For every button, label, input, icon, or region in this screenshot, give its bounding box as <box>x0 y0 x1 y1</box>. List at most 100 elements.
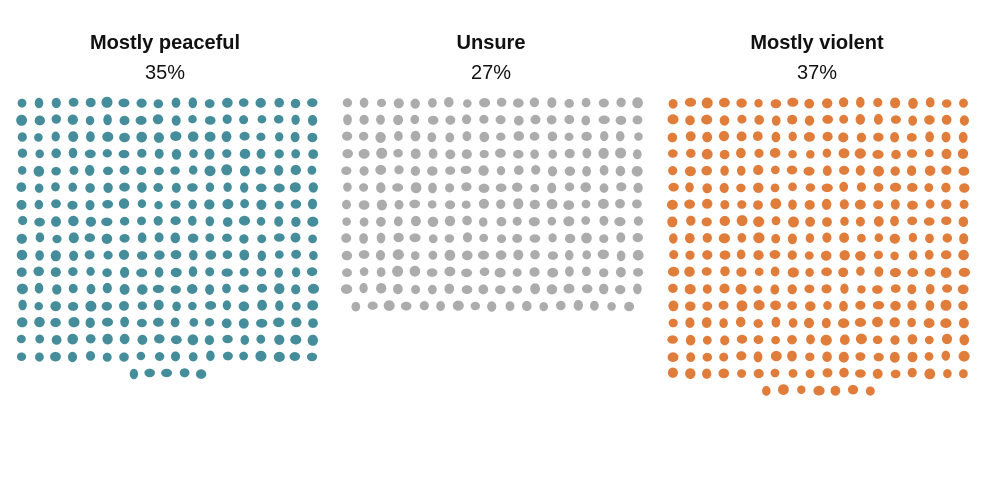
dot-unsure <box>393 283 403 295</box>
dot-mostly-violent <box>890 251 899 261</box>
dot-mostly-peaceful <box>275 132 284 142</box>
dot-mostly-peaceful <box>136 98 147 108</box>
dot-mostly-violent <box>753 182 764 193</box>
dot-unsure <box>496 132 506 141</box>
dot-mostly-violent <box>770 368 780 378</box>
dot-mostly-peaceful <box>35 232 45 243</box>
category-percent-mostly-violent: 37% <box>796 62 838 84</box>
dot-mostly-violent <box>957 148 969 159</box>
dot-unsure <box>427 115 439 125</box>
dot-mostly-violent <box>907 334 918 345</box>
dot-mostly-violent <box>856 96 865 108</box>
dot-mostly-violent <box>667 335 678 344</box>
dot-unsure <box>598 198 609 209</box>
dot-unsure <box>428 234 438 244</box>
dot-mostly-peaceful <box>35 149 44 159</box>
dot-mostly-violent <box>889 351 900 363</box>
dot-mostly-peaceful <box>290 199 302 209</box>
dot-mostly-violent <box>855 369 866 378</box>
dot-mostly-peaceful <box>188 215 197 226</box>
dot-mostly-violent <box>737 233 747 243</box>
dot-mostly-peaceful <box>68 182 77 192</box>
dot-unsure <box>632 149 642 160</box>
dot-mostly-peaceful <box>204 335 215 346</box>
dot-unsure <box>547 267 559 278</box>
dot-mostly-violent <box>753 335 764 345</box>
dot-mostly-peaceful <box>51 97 61 109</box>
dot-mostly-peaceful <box>17 98 27 108</box>
dot-mostly-violent <box>803 132 815 142</box>
dot-unsure <box>342 98 353 108</box>
dot-mostly-violent <box>787 301 797 311</box>
dot-unsure <box>616 250 626 262</box>
dot-mostly-peaceful <box>51 148 61 159</box>
dot-mostly-peaceful <box>307 114 318 126</box>
dot-unsure <box>598 98 609 108</box>
dot-mostly-violent <box>924 249 934 260</box>
dot-mostly-violent <box>720 165 729 176</box>
category-percent-unsure: 27% <box>470 62 512 84</box>
dot-mostly-peaceful <box>205 216 215 227</box>
dot-mostly-peaceful <box>189 250 198 261</box>
dot-mostly-violent <box>941 165 952 175</box>
dot-mostly-peaceful <box>188 301 197 311</box>
dot-mostly-peaceful <box>103 166 113 176</box>
dot-mostly-violent <box>753 232 765 244</box>
dot-mostly-violent <box>838 267 849 278</box>
dot-mostly-peaceful <box>136 166 147 176</box>
dot-mostly-peaceful <box>170 285 181 294</box>
dot-unsure <box>393 148 403 158</box>
dot-mostly-peaceful <box>170 216 181 226</box>
dot-mostly-peaceful <box>68 215 79 227</box>
dot-mostly-violent <box>856 266 865 276</box>
dot-unsure <box>531 165 541 175</box>
dot-mostly-peaceful <box>222 149 232 158</box>
dot-mostly-violent <box>805 233 815 244</box>
dot-unsure <box>565 266 574 277</box>
dot-unsure <box>358 131 369 141</box>
dot-unsure <box>359 233 368 244</box>
dot-mostly-violent <box>908 232 918 243</box>
dot-mostly-peaceful <box>306 352 318 362</box>
dot-unsure <box>547 251 559 260</box>
dot-mostly-violent <box>906 165 917 176</box>
dot-mostly-violent <box>838 97 849 108</box>
dot-mostly-violent <box>685 368 696 379</box>
dot-mostly-violent <box>959 334 970 346</box>
dot-mostly-violent <box>941 333 953 345</box>
dot-mostly-violent <box>890 335 900 345</box>
dot-mostly-violent <box>702 183 712 194</box>
dot-mostly-violent <box>797 385 806 395</box>
dot-unsure <box>427 132 437 143</box>
dot-unsure <box>341 284 353 294</box>
dot-mostly-peaceful <box>129 368 139 380</box>
dot-mostly-violent <box>701 217 712 227</box>
dot-mostly-peaceful <box>85 200 95 211</box>
dot-mostly-violent <box>943 369 952 379</box>
dot-unsure <box>463 99 472 108</box>
dot-mostly-peaceful <box>274 200 284 210</box>
dot-mostly-violent <box>839 114 849 124</box>
dot-unsure <box>513 149 524 159</box>
dot-mostly-violent <box>924 165 936 176</box>
dot-mostly-peaceful <box>50 301 61 312</box>
dot-unsure <box>478 198 489 209</box>
dot-mostly-peaceful <box>103 250 113 260</box>
dot-mostly-peaceful <box>171 182 181 193</box>
dot-mostly-violent <box>854 148 866 159</box>
dot-unsure <box>376 199 387 211</box>
dot-mostly-violent <box>958 267 971 277</box>
dot-unsure <box>427 166 438 176</box>
dot-mostly-peaceful <box>119 301 129 311</box>
dot-mostly-violent <box>823 301 832 310</box>
dot-mostly-peaceful <box>154 250 165 260</box>
dot-mostly-peaceful <box>118 249 130 260</box>
dot-mostly-peaceful <box>255 183 267 193</box>
dot-mostly-violent <box>889 317 900 328</box>
dot-unsure <box>615 165 626 177</box>
dot-mostly-peaceful <box>136 131 147 143</box>
dot-mostly-violent <box>925 233 934 244</box>
dot-mostly-peaceful <box>308 234 317 244</box>
dot-mostly-violent <box>788 199 797 210</box>
dot-unsure <box>376 283 387 294</box>
